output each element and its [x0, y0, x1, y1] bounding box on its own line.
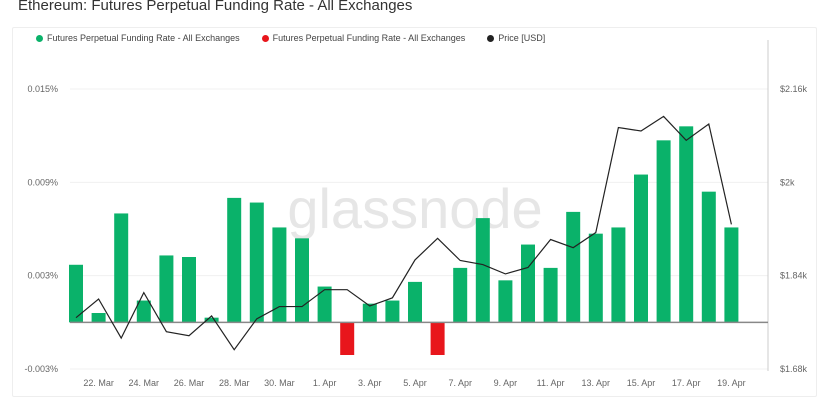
watermark: glassnode: [287, 177, 542, 240]
funding-rate-bar: [430, 322, 445, 355]
y-right-tick-label: $2k: [780, 177, 795, 187]
funding-rate-bar: [227, 197, 242, 323]
x-tick-label: 19. Apr: [717, 378, 746, 388]
y-left-tick-label: 0.009%: [27, 177, 58, 187]
funding-rate-bar: [182, 257, 196, 323]
funding-rate-bar: [295, 238, 309, 323]
funding-rate-bar: [724, 227, 739, 323]
funding-rate-bar: [679, 126, 694, 323]
x-tick-label: 1. Apr: [313, 378, 337, 388]
x-tick-label: 22. Mar: [83, 378, 114, 388]
legend: Futures Perpetual Funding Rate - All Exc…: [36, 33, 545, 43]
chart-title: Ethereum: Futures Perpetual Funding Rate…: [18, 0, 413, 14]
funding-rate-bar: [340, 322, 355, 355]
x-tick-label: 17. Apr: [672, 378, 701, 388]
funding-rate-bar: [408, 281, 422, 323]
x-tick-label: 13. Apr: [582, 378, 611, 388]
x-tick-label: 28. Mar: [219, 378, 250, 388]
funding-rate-bar: [611, 227, 626, 323]
funding-rate-bar: [521, 244, 535, 323]
funding-rate-bar: [543, 267, 558, 323]
chart-frame: [12, 27, 817, 397]
funding-rate-bar: [498, 280, 513, 323]
funding-rate-bar: [159, 255, 174, 323]
x-tick-label: 7. Apr: [448, 378, 472, 388]
x-tick-label: 5. Apr: [403, 378, 427, 388]
y-left-tick-label: 0.015%: [27, 84, 58, 94]
y-left-tick-label: 0.003%: [27, 271, 58, 281]
funding-rate-bar: [249, 202, 264, 323]
x-tick-label: 15. Apr: [627, 378, 656, 388]
green-dot-icon: [36, 34, 43, 42]
funding-rate-bar: [701, 191, 716, 323]
funding-rate-bar: [588, 233, 603, 323]
funding-rate-bar: [566, 211, 581, 323]
funding-rate-bar: [362, 303, 377, 323]
funding-rate-bar: [385, 300, 400, 323]
funding-rate-bar: [91, 313, 106, 323]
x-tick-label: 24. Mar: [129, 378, 160, 388]
price-line: [75, 115, 732, 351]
y-right-tick-label: $1.68k: [780, 364, 808, 374]
funding-rate-bar: [317, 286, 332, 323]
legend-item-positive-rate[interactable]: Futures Perpetual Funding Rate - All Exc…: [36, 33, 240, 43]
y-left-tick-label: -0.003%: [24, 364, 58, 374]
y-right-tick-label: $2.16k: [780, 84, 808, 94]
funding-rate-bar: [136, 300, 151, 323]
funding-rate-bar: [453, 267, 468, 323]
funding-rate-bar: [272, 227, 287, 323]
x-tick-label: 30. Mar: [264, 378, 295, 388]
funding-rate-bar: [475, 218, 490, 323]
x-tick-label: 9. Apr: [494, 378, 518, 388]
funding-rate-bar: [634, 174, 648, 323]
y-right-tick-label: $1.84k: [780, 271, 808, 281]
red-dot-icon: [261, 34, 269, 42]
legend-item-negative-rate[interactable]: Futures Perpetual Funding Rate - All Exc…: [261, 33, 465, 43]
funding-rate-bar: [204, 317, 219, 323]
x-tick-label: 11. Apr: [537, 378, 565, 388]
funding-rate-bar: [656, 140, 671, 323]
legend-item-price[interactable]: Price [USD]: [487, 33, 545, 43]
funding-rate-bar: [114, 213, 129, 323]
x-tick-label: 3. Apr: [358, 378, 382, 388]
x-tick-label: 26. Mar: [174, 378, 205, 388]
funding-rate-bar: [69, 264, 83, 323]
black-dot-icon: [487, 34, 495, 42]
